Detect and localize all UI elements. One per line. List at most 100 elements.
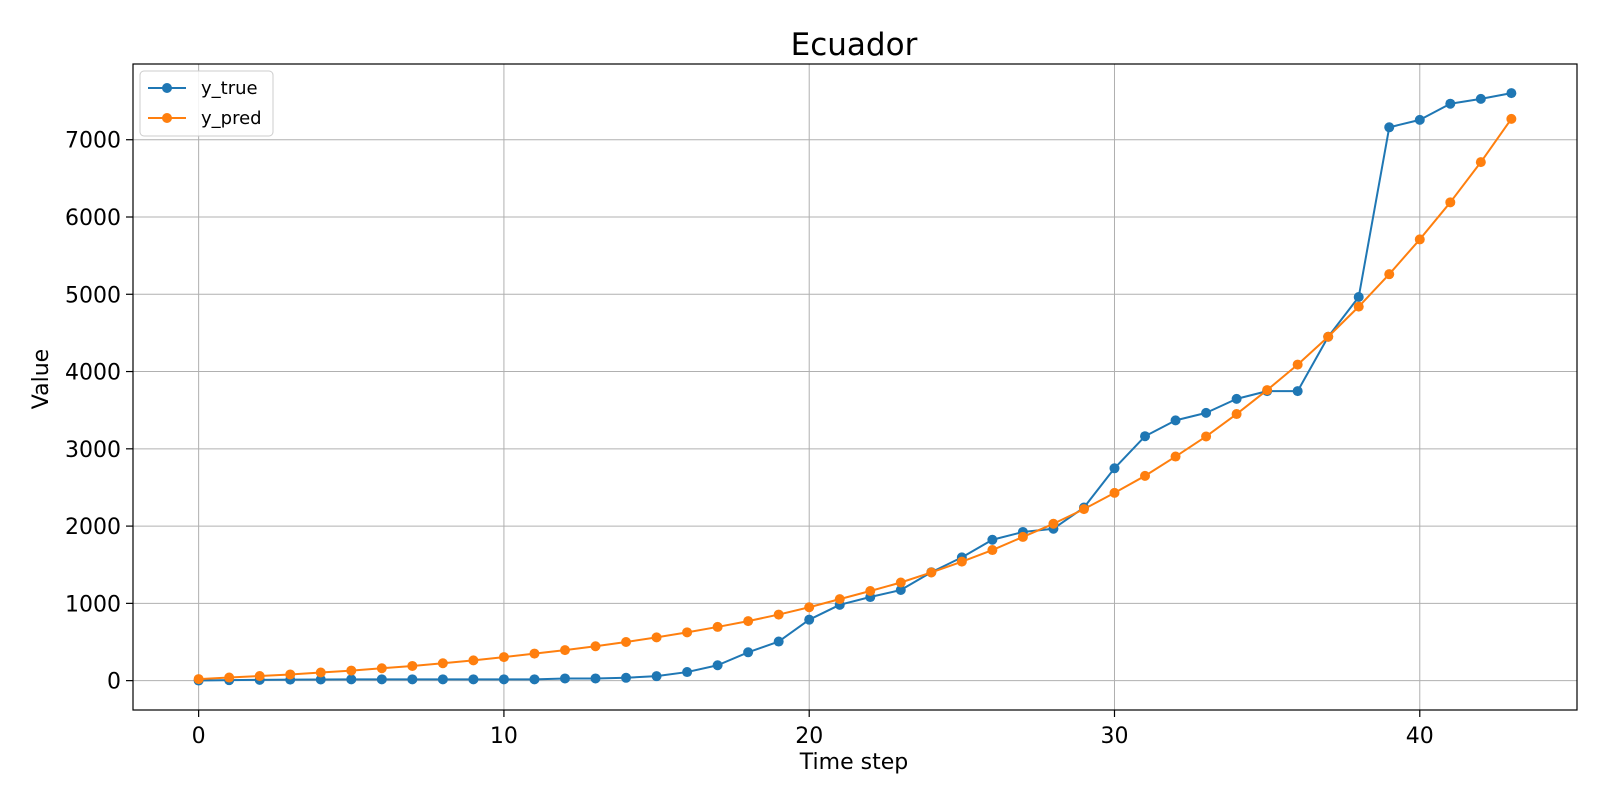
data-point (987, 545, 998, 556)
data-point (1475, 93, 1486, 104)
y-tick-label: 0 (107, 670, 121, 695)
data-point (315, 667, 326, 678)
x-tick-label: 40 (1406, 724, 1434, 749)
y-tick-label: 1000 (65, 592, 121, 617)
data-point (1506, 88, 1517, 99)
data-point (1078, 504, 1089, 515)
data-point (1140, 470, 1151, 481)
y-tick-label: 3000 (65, 438, 121, 463)
data-point (773, 636, 784, 647)
data-point (437, 674, 448, 685)
data-point (956, 556, 967, 567)
data-point (1292, 386, 1303, 397)
data-point (804, 614, 815, 625)
y-tick-label: 6000 (65, 206, 121, 231)
data-point (1292, 359, 1303, 370)
x-axis-label: Time step (799, 750, 908, 775)
legend-label: y_pred (201, 108, 262, 129)
data-point (1140, 431, 1151, 442)
data-point (346, 665, 357, 676)
data-point (743, 616, 754, 627)
data-point (1262, 385, 1273, 396)
data-point (926, 567, 937, 578)
data-point (498, 674, 509, 685)
data-point (682, 627, 693, 638)
data-point (621, 672, 632, 683)
legend-swatch-marker (162, 113, 172, 123)
data-point (590, 673, 601, 684)
data-point (468, 674, 479, 685)
chart-title: Ecuador (791, 27, 918, 63)
x-tick-label: 30 (1100, 724, 1128, 749)
x-tick-label: 20 (795, 724, 823, 749)
legend-item: y_true (148, 78, 258, 99)
data-point (1201, 407, 1212, 418)
data-point (834, 594, 845, 605)
data-point (895, 577, 906, 588)
data-point (1353, 291, 1364, 302)
data-point (621, 637, 632, 647)
data-point (773, 609, 784, 620)
series-line (198, 118, 1513, 681)
data-point (407, 674, 418, 685)
legend-label: y_true (201, 78, 258, 99)
data-point (1445, 98, 1456, 109)
data-point (1414, 114, 1425, 125)
data-point (224, 672, 235, 683)
data-point (1384, 269, 1395, 280)
y-axis-label: Value (29, 349, 54, 409)
data-point (651, 671, 662, 682)
data-point (1048, 518, 1059, 529)
data-point (254, 671, 265, 681)
data-point (559, 645, 570, 656)
data-point (682, 667, 693, 678)
series-layer (193, 88, 1517, 686)
data-point (895, 584, 906, 595)
data-point (376, 674, 387, 685)
data-point (712, 660, 723, 671)
grid (133, 64, 1577, 710)
data-point (468, 655, 479, 666)
data-point (407, 660, 418, 671)
data-point (1017, 531, 1028, 542)
y-tick-label: 5000 (65, 283, 121, 308)
data-point (987, 534, 998, 545)
data-point (1353, 301, 1364, 312)
data-point (865, 586, 876, 596)
x-axis: 0 10 20 30 40 (192, 710, 1434, 749)
data-point (804, 602, 815, 613)
data-point (315, 674, 326, 685)
data-point (1201, 431, 1212, 442)
legend: y_true y_pred (139, 70, 274, 137)
data-point (559, 673, 570, 684)
data-point (1323, 331, 1334, 342)
data-point (1109, 463, 1120, 474)
data-point (743, 647, 754, 658)
legend-swatch-marker (162, 83, 172, 93)
data-point (1109, 487, 1120, 498)
data-point (1414, 234, 1425, 245)
y-tick-label: 4000 (65, 361, 121, 386)
x-tick-label: 10 (490, 724, 518, 749)
data-point (193, 674, 204, 685)
legend-item: y_pred (148, 108, 262, 129)
data-point (437, 658, 448, 669)
data-point (1475, 157, 1486, 168)
data-point (712, 621, 723, 632)
data-point (651, 632, 662, 643)
plot-frame (132, 63, 1578, 711)
data-point (529, 648, 540, 659)
data-point (1445, 197, 1456, 208)
series-line (198, 92, 1512, 682)
data-point (498, 652, 509, 663)
data-point (376, 663, 387, 674)
data-point (1170, 451, 1181, 462)
y-axis: 0 1000 2000 3000 4000 5000 6000 7000 (65, 129, 133, 695)
data-point (590, 641, 601, 652)
data-point (1170, 415, 1181, 426)
data-point (1506, 113, 1517, 124)
data-point (1384, 122, 1395, 133)
y-tick-label: 2000 (65, 515, 121, 540)
y-tick-label: 7000 (65, 129, 121, 154)
